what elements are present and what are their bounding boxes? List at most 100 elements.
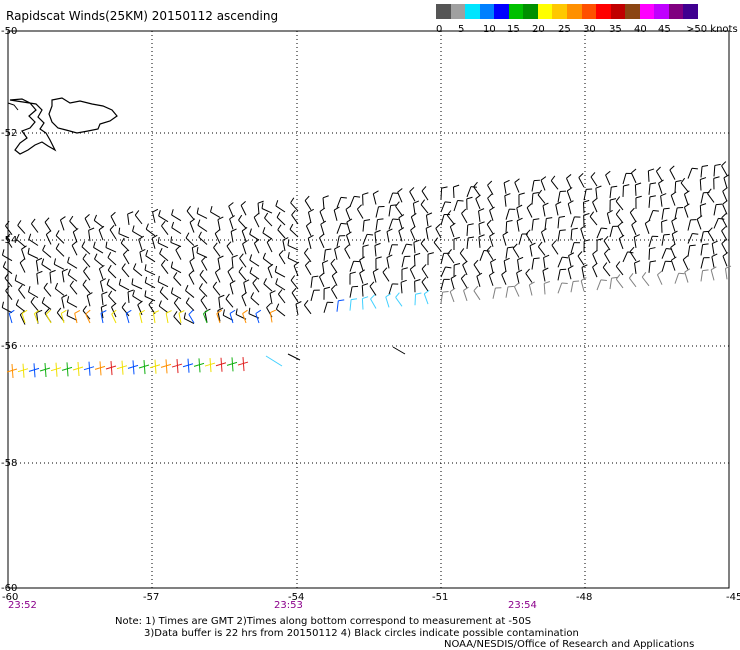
- wind-barb: [171, 292, 182, 300]
- wind-barb: [3, 266, 13, 275]
- wind-barb-flag: [157, 275, 160, 282]
- wind-barb-flag: [144, 290, 147, 297]
- wind-barb-flag: [170, 261, 174, 268]
- wind-barb: [361, 285, 364, 297]
- wind-barb: [61, 271, 65, 283]
- wind-barb-flag: [185, 232, 190, 239]
- wind-barb-flag: [442, 290, 449, 293]
- wind-barb: [397, 192, 403, 203]
- wind-barb: [145, 282, 156, 289]
- wind-barb-flag: [214, 229, 221, 234]
- wind-barb: [543, 257, 546, 269]
- wind-barb-flag: [605, 170, 611, 176]
- wind-barb-flag: [134, 210, 140, 216]
- wind-barb-flag: [45, 230, 52, 235]
- wind-barb: [567, 203, 572, 215]
- wind-barb: [171, 267, 182, 274]
- wind-barb-flag: [567, 265, 574, 270]
- wind-barb: [85, 313, 91, 324]
- wind-barb-flag: [229, 280, 236, 285]
- wind-barb-flag: [98, 225, 105, 231]
- wind-barb: [310, 290, 315, 301]
- wind-barb: [550, 180, 559, 190]
- wind-barb: [349, 196, 355, 207]
- wind-barb: [687, 245, 691, 257]
- wind-barb-flag: [526, 203, 532, 209]
- wind-barb: [2, 254, 13, 262]
- wind-barb-flag: [287, 239, 290, 246]
- wind-barb-flag: [462, 260, 468, 266]
- wind-barb-flag: [188, 270, 194, 276]
- wind-barb: [319, 211, 325, 222]
- wind-barb-flag: [111, 302, 117, 308]
- wind-barb-flag: [349, 271, 356, 275]
- wind-barb-flag: [540, 176, 547, 181]
- wind-barb-flag: [340, 222, 347, 225]
- wind-barb-flag: [121, 360, 124, 375]
- wind-barb: [542, 205, 546, 217]
- wind-barb: [615, 213, 624, 224]
- wind-barb: [349, 299, 352, 311]
- wind-barb: [54, 263, 65, 270]
- wind-barb-flag: [108, 290, 113, 297]
- wind-barb-flag: [362, 244, 369, 248]
- wind-barb: [711, 256, 715, 268]
- wind-barb: [275, 283, 286, 291]
- wind-barb-flag: [721, 161, 727, 167]
- wind-barb: [307, 238, 312, 249]
- wind-barb: [531, 193, 534, 205]
- wind-barb: [139, 313, 143, 324]
- color-swatch: [668, 4, 684, 19]
- wind-barb-flag: [189, 218, 196, 223]
- wind-barb-flag: [188, 309, 194, 315]
- wind-barb-flag: [603, 236, 609, 242]
- wind-barb: [400, 282, 403, 294]
- wind-barb-flag: [682, 255, 689, 261]
- color-scale-label: 30: [583, 24, 596, 35]
- wind-barb-flag: [145, 223, 149, 230]
- wind-barb: [450, 278, 455, 290]
- wind-barb: [661, 208, 665, 220]
- wind-barb: [214, 233, 221, 244]
- wind-barb: [526, 207, 533, 218]
- wind-barb: [568, 255, 572, 267]
- wind-barb: [648, 210, 654, 221]
- wind-barb: [111, 313, 117, 324]
- wind-barb-flag: [153, 310, 160, 314]
- wind-barb-flag: [250, 292, 255, 298]
- wind-barb-flag: [362, 283, 369, 287]
- wind-barb-flag: [157, 236, 160, 244]
- wind-barb: [74, 313, 78, 324]
- wind-barb-flag: [171, 209, 174, 216]
- wind-barb: [145, 255, 156, 263]
- wind-barb: [275, 271, 286, 278]
- wind-barb: [388, 244, 393, 256]
- wind-barb-flag: [641, 272, 647, 278]
- wind-barb: [528, 284, 533, 296]
- wind-barb: [277, 229, 286, 239]
- wind-barb-flag: [689, 244, 696, 247]
- wind-barb: [122, 254, 130, 265]
- wind-barb: [631, 224, 637, 236]
- wind-barb-flag: [242, 357, 245, 372]
- wind-barb: [346, 235, 351, 246]
- wind-barb: [570, 281, 574, 293]
- wind-barb: [609, 278, 613, 290]
- wind-barb-flag: [101, 291, 108, 295]
- wind-barb-flag: [544, 281, 551, 284]
- wind-barb-flag: [144, 264, 147, 271]
- wind-barb: [21, 248, 26, 260]
- wind-barb: [188, 314, 195, 324]
- wind-barb: [289, 229, 299, 238]
- wind-barb-flag: [151, 234, 158, 239]
- wind-barb: [680, 182, 689, 192]
- wind-barb: [540, 179, 546, 191]
- wind-barb-flag: [701, 165, 709, 168]
- color-scale-label: 5: [458, 24, 465, 35]
- wind-barb: [602, 267, 611, 277]
- wind-barb-flag: [672, 230, 678, 235]
- wind-barb-flag: [615, 274, 621, 280]
- wind-barb-flag: [478, 208, 485, 212]
- wind-barb: [86, 295, 91, 307]
- wind-barb: [15, 304, 26, 312]
